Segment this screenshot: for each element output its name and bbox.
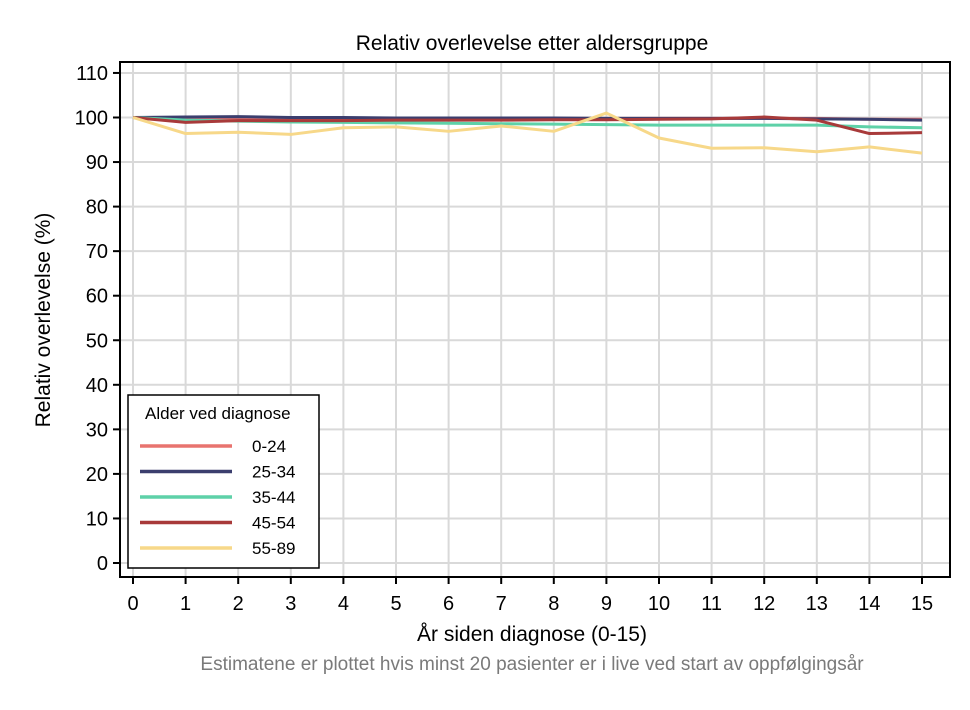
x-tick-label: 14 [858,593,880,615]
y-tick-label: 20 [86,464,108,486]
series-lines [132,111,923,155]
y-tick-label: 0 [97,553,108,575]
y-tick-label: 30 [86,419,108,441]
x-tick-label: 15 [911,593,933,615]
y-tick-label: 70 [86,241,108,263]
x-tick-label: 11 [701,593,722,615]
x-tick-label: 3 [285,593,296,615]
y-tick-label: 40 [86,375,108,397]
y-tick-label: 100 [75,108,108,130]
legend-label: 35-44 [252,488,295,507]
legend-label: 55-89 [252,539,295,558]
x-tick-label: 10 [648,593,670,615]
legend-label: 0-24 [252,437,286,456]
x-tick-label: 2 [233,593,244,615]
x-tick-label: 8 [548,593,559,615]
footnote: Estimatene er plottet hvis minst 20 pasi… [200,654,864,675]
x-tick-label: 13 [806,593,828,615]
x-tick-label: 6 [443,593,454,615]
x-axis-label: År siden diagnose (0-15) [417,623,647,646]
y-tick-label: 110 [76,63,108,85]
legend-items: 0-24 25-34 35-44 45-54 55-89 [140,437,295,558]
x-tick-label: 5 [390,593,401,615]
y-tick-label: 80 [86,197,108,219]
plot-frame [119,61,951,578]
x-tick-label: 1 [180,593,191,615]
y-tick-label: 90 [86,152,108,174]
x-tick-label: 7 [496,593,507,615]
x-tick-label: 0 [127,593,138,615]
legend-label: 25-34 [252,463,295,482]
legend-title: Alder ved diagnose [145,404,291,423]
y-axis-label: Relativ overlevelse (%) [32,213,55,428]
y-tick-label: 60 [86,286,108,308]
chart-title: Relativ overlevelse etter aldersgruppe [356,32,709,55]
y-tick-label: 50 [86,330,108,352]
legend-box [127,394,320,569]
legend-label: 45-54 [252,514,295,533]
x-tick-label: 9 [601,593,612,615]
legend: Alder ved diagnose 0-24 25-34 35-44 45-54 55… [127,394,320,569]
series-line-45-54 [132,115,923,136]
series-line-55-89 [132,111,923,155]
x-tick-label: 4 [338,593,349,615]
y-tick-label: 10 [86,508,108,530]
x-tick-label: 12 [753,593,775,615]
